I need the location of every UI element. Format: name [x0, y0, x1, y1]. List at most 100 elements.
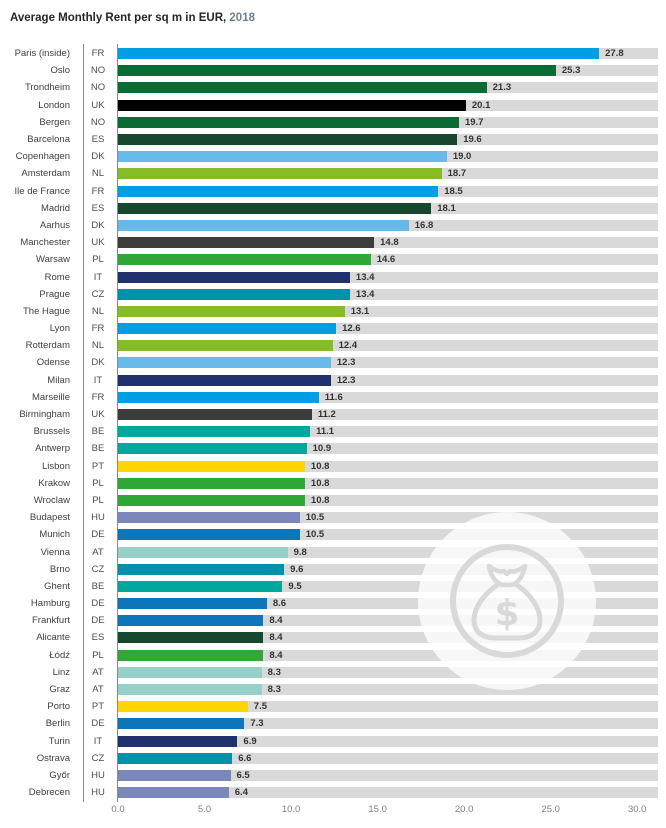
city-label: Manchester	[20, 237, 70, 249]
country-code-label: PL	[92, 494, 104, 506]
bar	[118, 460, 305, 472]
bar-track: 18.5	[118, 185, 658, 197]
bar-plot: 11.2	[118, 409, 658, 421]
bar-track: 19.0	[118, 151, 658, 163]
city-label: Copenhagen	[15, 151, 70, 163]
bar-plot: 6.6	[118, 752, 658, 764]
value-label: 6.6	[238, 752, 252, 764]
city-label: Rome	[44, 271, 70, 283]
bar-plot: 25.3	[118, 65, 658, 77]
bar-track: 12.3	[118, 357, 658, 369]
bar-plot: 14.8	[118, 237, 658, 249]
value-label: 13.1	[350, 305, 370, 317]
bar-plot: 19.7	[118, 116, 658, 128]
table-row: Frankfurt DE 8.4	[0, 612, 666, 629]
bar-track: 10.9	[118, 443, 658, 455]
value-label: 13.4	[355, 271, 375, 283]
table-row: The Hague NL 13.1	[0, 303, 666, 320]
bar-track: 13.4	[118, 288, 658, 300]
value-label: 10.8	[310, 460, 330, 472]
city-label: Trondheim	[24, 82, 70, 94]
bar-track: 6.6	[118, 752, 658, 764]
bar-track: 19.6	[118, 134, 658, 146]
table-row: Berlin DE 7.3	[0, 715, 666, 732]
bar	[118, 237, 375, 249]
bar-plot: 12.6	[118, 323, 658, 335]
country-code-label: DK	[91, 357, 105, 369]
value-label: 6.5	[236, 769, 250, 781]
country-code-label: PT	[91, 460, 105, 472]
country-code-label: FR	[91, 323, 105, 335]
bar-plot: 8.6	[118, 598, 658, 610]
table-row: Turin IT 6.9	[0, 733, 666, 750]
value-label: 6.4	[234, 787, 248, 799]
country-code-label: CZ	[91, 563, 105, 575]
bar-track: 12.4	[118, 340, 658, 352]
bar-track: 10.5	[118, 512, 658, 524]
table-row: Copenhagen DK 19.0	[0, 148, 666, 165]
value-label: 10.5	[305, 512, 325, 524]
city-label: Frankfurt	[31, 615, 70, 627]
city-label: Alicante	[36, 632, 70, 644]
bar-plot: 9.8	[118, 546, 658, 558]
bar-track: 13.4	[118, 271, 658, 283]
value-label: 12.4	[338, 340, 358, 352]
bar-track: 18.1	[118, 202, 658, 214]
bar	[118, 254, 371, 266]
bar-plot: 8.4	[118, 632, 658, 644]
bar-plot: 10.8	[118, 460, 658, 472]
city-label: Łódź	[49, 649, 70, 661]
bar-track: 25.3	[118, 65, 658, 77]
value-label: 18.5	[444, 185, 463, 197]
bar-plot: 12.4	[118, 340, 658, 352]
bar-track: 8.6	[118, 598, 658, 610]
bar-plot: 18.5	[118, 185, 658, 197]
country-code-label: DE	[91, 615, 105, 627]
value-label: 19.6	[463, 134, 482, 146]
bar	[118, 391, 319, 403]
bar	[118, 288, 350, 300]
table-row: Oslo NO 25.3	[0, 62, 666, 79]
value-label: 11.1	[316, 426, 335, 438]
city-label: Ghent	[44, 580, 70, 592]
city-label: Porto	[47, 701, 70, 713]
bar	[118, 168, 442, 180]
table-row: Bergen NO 19.7	[0, 114, 666, 131]
bar	[118, 426, 311, 438]
value-label: 19.0	[452, 151, 472, 163]
value-label: 9.6	[290, 563, 304, 575]
bar-plot: 13.4	[118, 288, 658, 300]
bar-plot: 11.6	[118, 391, 658, 403]
bar-plot: 8.4	[118, 649, 658, 661]
table-row: Rotterdam NL 12.4	[0, 337, 666, 354]
city-label: Madrid	[40, 202, 70, 214]
table-row: Amsterdam NL 18.7	[0, 165, 666, 182]
bar	[118, 134, 458, 146]
bar-track: 9.6	[118, 563, 658, 575]
value-label: 12.3	[336, 357, 356, 369]
country-code-label: HU	[91, 787, 105, 799]
bar-plot: 18.1	[118, 202, 658, 214]
country-code-label: BE	[91, 426, 105, 438]
bar-track: 9.8	[118, 546, 658, 558]
city-label: Ile de France	[14, 185, 70, 197]
city-label: London	[38, 99, 70, 111]
country-code-label: ES	[91, 202, 105, 214]
bar-track: 18.7	[118, 168, 658, 180]
country-code-label: PL	[92, 649, 104, 661]
bar	[118, 151, 447, 163]
bar-plot: 12.3	[118, 374, 658, 386]
city-label: Barcelona	[27, 134, 70, 146]
bar	[118, 615, 264, 627]
city-label: Paris (inside)	[14, 48, 70, 60]
value-label: 6.9	[243, 735, 257, 747]
city-label: Marseille	[31, 391, 70, 403]
city-label: Graz	[49, 684, 70, 696]
table-row: Porto PT 7.5	[0, 698, 666, 715]
bar-rows: Paris (inside) FR 27.8 Oslo NO 25.3 Tron…	[0, 45, 666, 801]
bar-track: 9.5	[118, 580, 658, 592]
city-label: Amsterdam	[21, 168, 70, 180]
bar-plot: 7.5	[118, 701, 658, 713]
bar-plot: 13.1	[118, 305, 658, 317]
bar	[118, 718, 245, 730]
